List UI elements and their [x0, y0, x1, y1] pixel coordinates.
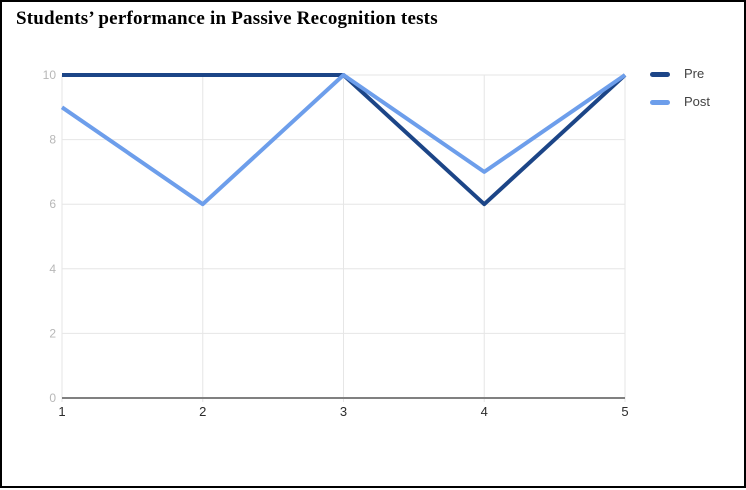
x-tick-label-4: 4 [481, 404, 488, 419]
y-tick-label-10: 10 [43, 68, 57, 82]
x-tick-label-5: 5 [621, 404, 628, 419]
chart-title: Students’ performance in Passive Recogni… [16, 8, 438, 29]
chart-legend: Pre Post [650, 66, 710, 110]
legend-item-post: Post [650, 94, 710, 110]
series-line-post [60, 73, 627, 207]
x-tick-label-3: 3 [340, 404, 347, 419]
legend-label-post: Post [684, 94, 711, 109]
legend-marker-pre-icon [650, 71, 670, 77]
legend-label-pre: Pre [684, 66, 705, 81]
y-tick-label-6: 6 [49, 197, 56, 211]
legend-item-pre: Pre [650, 66, 710, 82]
x-tick-label-1: 1 [58, 404, 65, 419]
y-tick-label-2: 2 [49, 326, 56, 340]
x-tick-label-2: 2 [199, 404, 206, 419]
y-tick-label-8: 8 [49, 133, 56, 147]
y-tick-label-4: 4 [49, 262, 56, 276]
y-tick-label-0: 0 [49, 391, 56, 405]
legend-marker-post-icon [650, 99, 670, 105]
